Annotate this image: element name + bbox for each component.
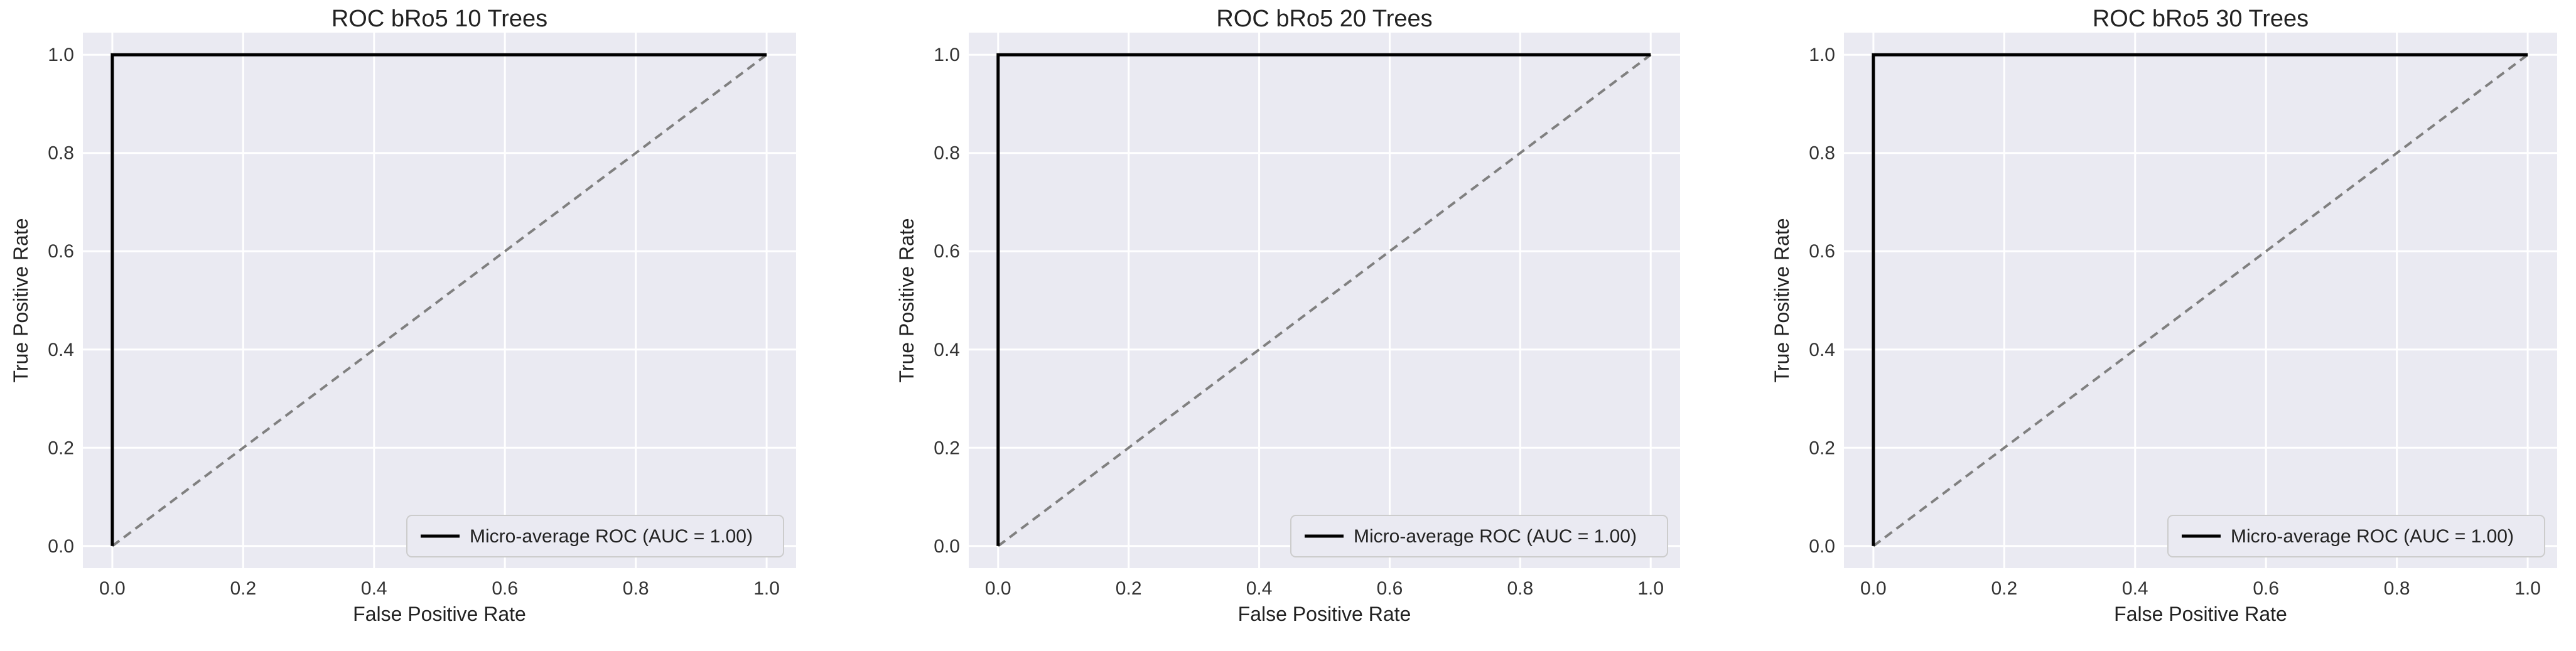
x-tick-label: 0.6 bbox=[1377, 578, 1403, 599]
x-tick-label: 1.0 bbox=[1637, 578, 1664, 599]
x-tick-label: 0.2 bbox=[230, 578, 256, 599]
y-axis-label: True Positive Rate bbox=[895, 218, 918, 382]
chart-title: ROC bRo5 30 Trees bbox=[2093, 6, 2309, 32]
chart-title: ROC bRo5 10 Trees bbox=[331, 6, 547, 32]
chance-line bbox=[997, 53, 1652, 547]
x-tick-label: 0.2 bbox=[1116, 578, 1142, 599]
roc-chart-2: 0.0 0.2 0.4 0.6 0.8 1.0 0.0 0.2 0.4 0.6 0.8 1.0 Fals… bbox=[895, 6, 1680, 625]
y-tick-label: 0.4 bbox=[48, 340, 74, 360]
x-axis-label: False Positive Rate bbox=[2114, 603, 2287, 625]
chance-line bbox=[1872, 53, 2529, 547]
y-tick-label: 0.2 bbox=[934, 438, 960, 458]
x-tick-label: 0.4 bbox=[2122, 578, 2148, 599]
y-tick-label: 0.4 bbox=[934, 340, 960, 360]
legend: Micro-average ROC (AUC = 1.00) bbox=[2167, 515, 2545, 557]
x-tick-label: 0.0 bbox=[985, 578, 1011, 599]
x-tick-label: 0.6 bbox=[492, 578, 518, 599]
x-tick-label: 0.0 bbox=[99, 578, 126, 599]
roc-chart-1: 0.0 0.2 0.4 0.6 0.8 1.0 0.0 0.2 0.4 0.6 0.8 1.0 Fals… bbox=[9, 6, 796, 625]
x-tick-label: 0.6 bbox=[2253, 578, 2279, 599]
y-axis-label: True Positive Rate bbox=[1770, 218, 1793, 382]
y-tick-label: 0.0 bbox=[48, 536, 74, 557]
legend-entry: Micro-average ROC (AUC = 1.00) bbox=[1354, 526, 1637, 547]
legend-box bbox=[406, 515, 784, 557]
x-tick-label: 1.0 bbox=[2514, 578, 2541, 599]
legend: Micro-average ROC (AUC = 1.00) bbox=[406, 515, 784, 557]
roc-curve-line bbox=[1872, 53, 2528, 546]
roc-curve-line bbox=[996, 53, 1651, 546]
y-tick-label: 1.0 bbox=[934, 45, 960, 65]
y-tick-label: 0.8 bbox=[934, 143, 960, 164]
legend: Micro-average ROC (AUC = 1.00) bbox=[1290, 515, 1668, 557]
y-tick-label: 0.2 bbox=[48, 438, 74, 458]
x-tick-label: 0.4 bbox=[361, 578, 387, 599]
x-tick-label: 0.8 bbox=[623, 578, 649, 599]
y-tick-label: 0.6 bbox=[1809, 241, 1835, 262]
roc-curve-line bbox=[110, 53, 767, 546]
y-tick-label: 0.2 bbox=[1809, 438, 1835, 458]
y-tick-label: 0.8 bbox=[1809, 143, 1835, 164]
x-tick-label: 0.0 bbox=[1860, 578, 1887, 599]
y-tick-label: 1.0 bbox=[1809, 45, 1835, 65]
y-tick-label: 0.0 bbox=[934, 536, 960, 557]
x-tick-label: 0.4 bbox=[1246, 578, 1273, 599]
x-tick-label: 1.0 bbox=[753, 578, 780, 599]
y-tick-label: 0.8 bbox=[48, 143, 74, 164]
y-tick-label: 1.0 bbox=[48, 45, 74, 65]
x-axis-label: False Positive Rate bbox=[1238, 603, 1411, 625]
y-tick-label: 0.6 bbox=[48, 241, 74, 262]
legend-entry: Micro-average ROC (AUC = 1.00) bbox=[470, 526, 753, 547]
x-tick-label: 0.8 bbox=[1507, 578, 1533, 599]
legend-box bbox=[1290, 515, 1668, 557]
legend-box bbox=[2167, 515, 2545, 557]
legend-entry: Micro-average ROC (AUC = 1.00) bbox=[2231, 526, 2514, 547]
x-tick-label: 0.2 bbox=[1991, 578, 2017, 599]
y-axis-label: True Positive Rate bbox=[9, 218, 32, 382]
y-tick-label: 0.0 bbox=[1809, 536, 1835, 557]
chance-line bbox=[111, 53, 768, 547]
chart-title: ROC bRo5 20 Trees bbox=[1216, 6, 1432, 32]
y-tick-label: 0.4 bbox=[1809, 340, 1835, 360]
x-tick-label: 0.8 bbox=[2384, 578, 2410, 599]
y-tick-label: 0.6 bbox=[934, 241, 960, 262]
x-axis-label: False Positive Rate bbox=[353, 603, 526, 625]
roc-chart-3: 0.0 0.2 0.4 0.6 0.8 1.0 0.0 0.2 0.4 0.6 0.8 1.0 Fals… bbox=[1770, 6, 2557, 625]
